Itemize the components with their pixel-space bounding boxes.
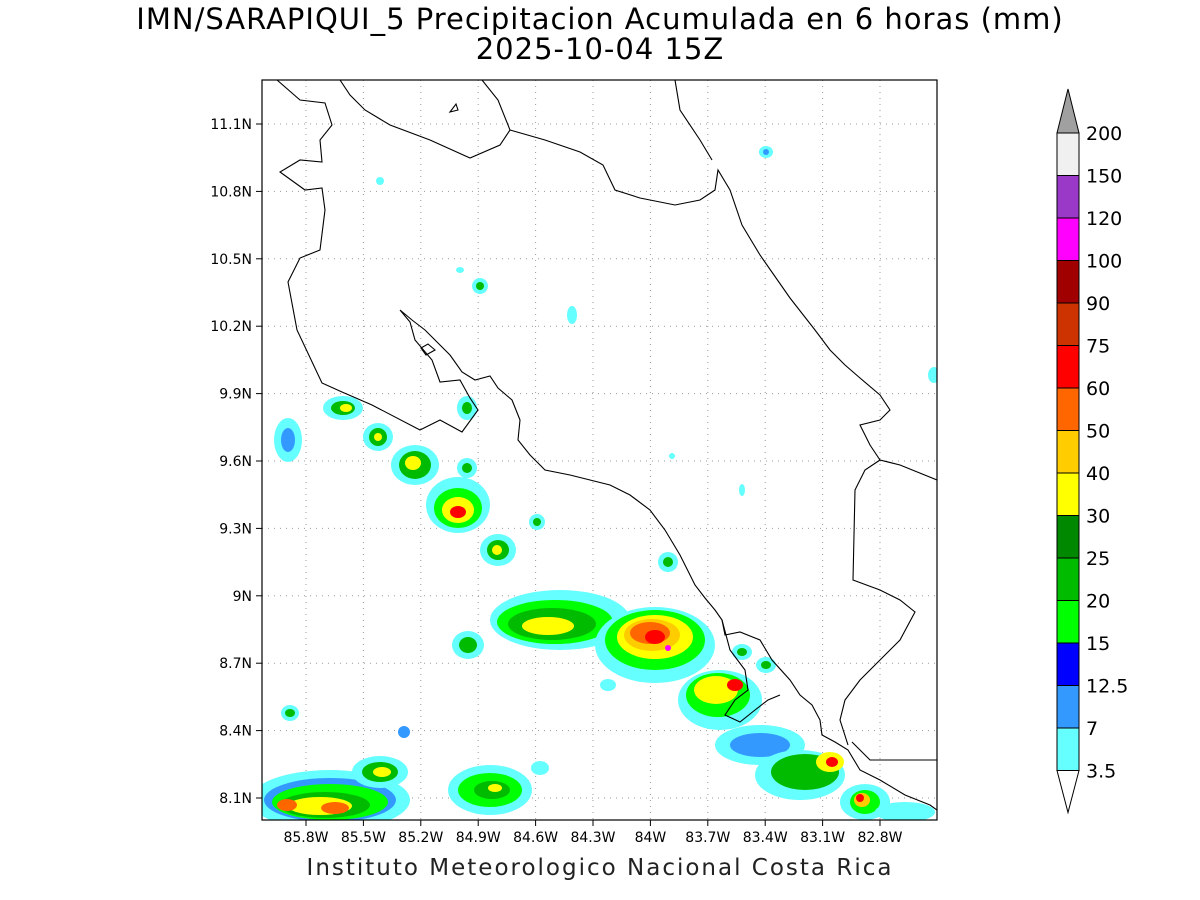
lat-tick-label: 9.6N [219, 454, 252, 470]
colorbar-swatch [1056, 557, 1080, 601]
map-title: IMN/SARAPIQUI_5 Precipitacion Acumulada … [136, 2, 1064, 36]
lat-tick-label: 8.1N [219, 791, 252, 807]
colorbar-swatch [1056, 430, 1080, 474]
lon-tick-label: 85.8W [283, 830, 328, 846]
lat-tick-label: 10.8N [210, 184, 252, 200]
lon-tick-label: 84.9W [456, 830, 501, 846]
colorbar-label: 75 [1086, 336, 1110, 358]
colorbar-label: 25 [1086, 548, 1110, 570]
colorbar-swatch [1056, 515, 1080, 559]
lon-tick-label: 84.6W [513, 830, 558, 846]
colorbar-swatch [1056, 472, 1080, 516]
colorbar-label: 60 [1086, 378, 1110, 400]
colorbar-label: 7 [1086, 718, 1098, 740]
lon-tick-label: 84W [635, 830, 667, 846]
colorbar-swatch [1056, 345, 1080, 389]
colorbar-label: 12.5 [1086, 676, 1128, 698]
colorbar-swatch [1056, 260, 1080, 304]
colorbar-swatch [1056, 387, 1080, 431]
lat-tick-label: 10.2N [210, 319, 252, 335]
colorbar-label: 50 [1086, 421, 1110, 443]
lat-tick-label: 9N [233, 589, 252, 605]
map-frame [261, 79, 938, 821]
colorbar-cap-bottom [1056, 770, 1080, 815]
precipitation-colorbar: 200 150 120 100 90 75 60 50 40 30 25 20 15 12.5 7 3.5 [1056, 88, 1128, 815]
colorbar-swatch [1056, 217, 1080, 261]
lon-tick-label: 83.4W [743, 830, 788, 846]
lat-tick-label: 8.4N [219, 724, 252, 740]
lon-tick-label: 84.3W [570, 830, 615, 846]
colorbar-swatch [1056, 600, 1080, 644]
lat-tick-label: 8.7N [219, 656, 252, 672]
colorbar-cap-top [1056, 88, 1080, 134]
colorbar-label: 120 [1086, 208, 1122, 230]
lat-tick-label: 9.9N [219, 387, 252, 403]
colorbar-label: 30 [1086, 506, 1110, 528]
colorbar-swatch [1056, 175, 1080, 219]
colorbar-swatch [1056, 642, 1080, 686]
lon-tick-label: 83.7W [685, 830, 730, 846]
colorbar-swatch [1056, 727, 1080, 771]
precipitation-field [262, 146, 937, 820]
coastline [276, 80, 937, 811]
lon-tick-label: 82.8W [857, 830, 902, 846]
lon-tick-label: 83.1W [800, 830, 845, 846]
lat-tick-label: 10.5N [210, 252, 252, 268]
latitude-axis: 11.1N 10.8N 10.5N 10.2N 9.9N 9.6N 9.3N 9N 8.7N 8.… [210, 117, 262, 807]
colorbar-label: 150 [1086, 166, 1122, 188]
lon-tick-label: 85.5W [341, 830, 386, 846]
colorbar-label: 100 [1086, 251, 1122, 273]
map-datetime: 2025-10-04 15Z [475, 32, 725, 66]
longitude-axis: 85.8W 85.5W 85.2W 84.9W 84.6W 84.3W 84W 83.7W 83… [283, 820, 903, 846]
lat-tick-label: 9.3N [219, 521, 252, 537]
lat-tick-label: 11.1N [210, 117, 252, 133]
colorbar-label: 200 [1086, 123, 1122, 145]
colorbar-label: 90 [1086, 293, 1110, 315]
colorbar-swatch [1056, 132, 1080, 176]
map-background [262, 80, 937, 820]
footer-credit: Instituto Meteorologico Nacional Costa R… [306, 855, 894, 881]
colorbar-label: 40 [1086, 463, 1110, 485]
colorbar-swatch [1056, 685, 1080, 729]
colorbar-label: 15 [1086, 633, 1110, 655]
colorbar-label: 3.5 [1086, 761, 1116, 783]
colorbar-swatch [1056, 302, 1080, 346]
colorbar-label: 20 [1086, 591, 1110, 613]
lon-tick-label: 85.2W [398, 830, 443, 846]
